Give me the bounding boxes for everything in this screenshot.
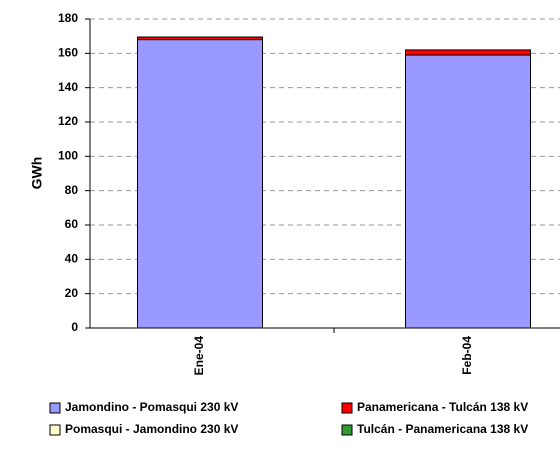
bar-segment xyxy=(405,54,531,329)
bar-segment xyxy=(137,36,263,41)
legend-label: Tulcán - Panamericana 138 kV xyxy=(357,422,528,436)
legend-label: Jamondino - Pomasqui 230 kV xyxy=(65,400,238,414)
y-tick-label: 60 xyxy=(65,217,79,231)
legend-marker xyxy=(341,424,353,436)
x-tick-label: Ene-04 xyxy=(192,336,206,376)
x-tick-label: Feb-04 xyxy=(460,336,474,375)
y-tick-label: 20 xyxy=(65,286,79,300)
y-tick-label: 40 xyxy=(65,252,79,266)
y-tick-label: 0 xyxy=(71,320,78,334)
bar-segment xyxy=(137,39,263,329)
y-tick-label: 100 xyxy=(58,149,78,163)
legend-label: Pomasqui - Jamondino 230 kV xyxy=(65,422,238,436)
legend-label: Panamericana - Tulcán 138 kV xyxy=(357,400,528,414)
y-tick-label: 180 xyxy=(58,11,78,25)
y-tick-label: 160 xyxy=(58,46,78,60)
legend-marker xyxy=(341,402,353,414)
bar-segment xyxy=(405,49,531,56)
legend-marker xyxy=(49,424,61,436)
y-tick-label: 140 xyxy=(58,80,78,94)
y-tick-label: 80 xyxy=(65,183,79,197)
y-tick-label: 120 xyxy=(58,114,78,128)
y-axis-label: GWh xyxy=(29,157,45,190)
legend-marker xyxy=(49,402,61,414)
